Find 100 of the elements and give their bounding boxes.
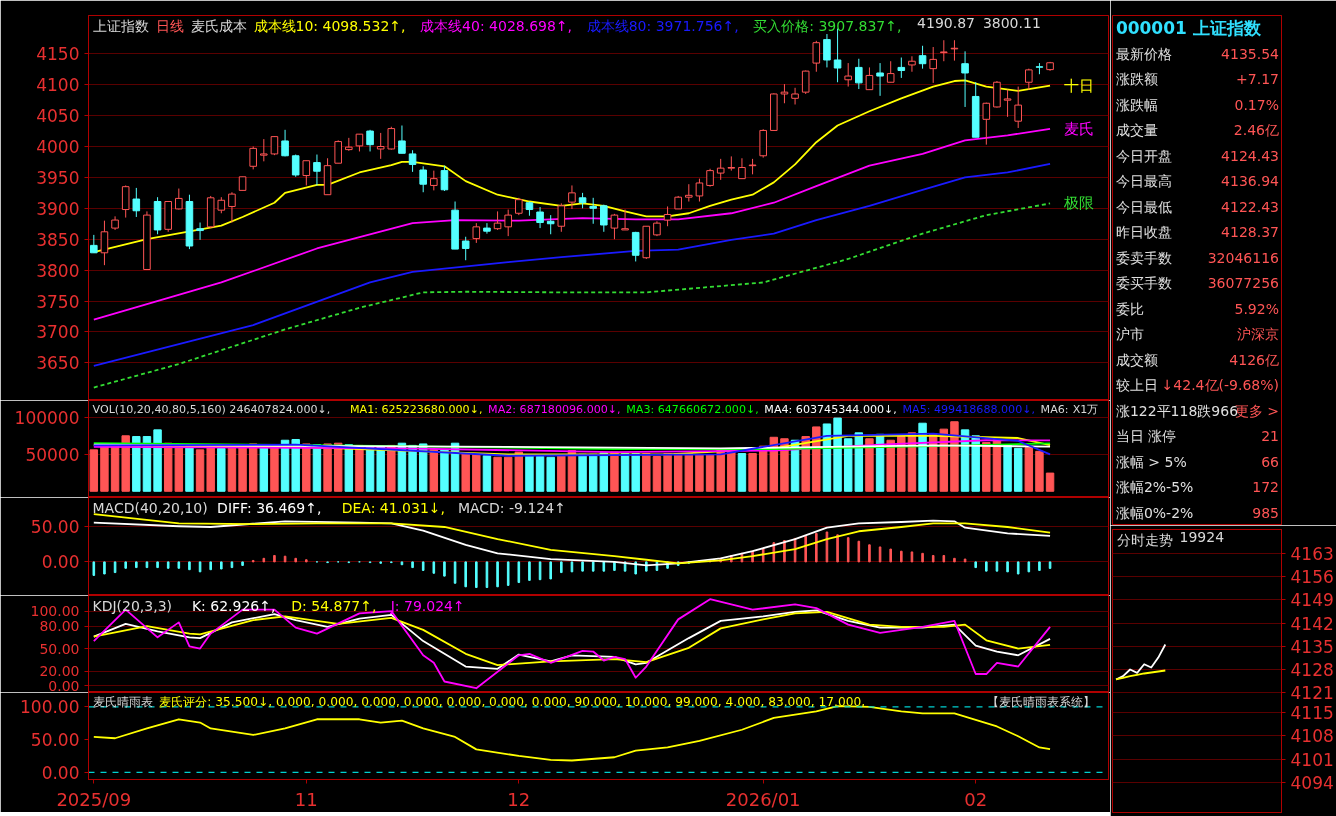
y-tick-label: 3700 — [36, 322, 80, 343]
y-tick-label: 20.00 — [39, 663, 80, 680]
annotation: MA4: 603745344.000↓, — [764, 402, 897, 416]
y-tick-label: 50000 — [25, 444, 80, 465]
y-tick-label: 4100 — [36, 75, 80, 96]
x-tick-label: 11 — [294, 788, 318, 810]
y-tick-label: 3950 — [36, 167, 80, 188]
y-tick-label: 4156 — [1290, 567, 1334, 588]
text: 32046116 — [1207, 249, 1279, 266]
series-label: 极限 — [1063, 194, 1095, 213]
annotation: J: 79.024↑ — [389, 597, 465, 614]
y-tick-label: 3800 — [36, 260, 80, 281]
text: 4124.43 — [1221, 147, 1279, 164]
y-tick-label: 4163 — [1290, 543, 1334, 564]
y-tick-label: 4101 — [1290, 749, 1334, 770]
annotation: D: 54.877↑, — [291, 597, 377, 614]
annotation: MACD: -9.124↑ — [457, 499, 566, 516]
y-tick-label: 3650 — [36, 353, 80, 374]
chart-subtitle: 日线 — [155, 17, 184, 34]
chart-title: 上证指数 — [92, 17, 149, 34]
annotation: 麦氏成本 — [190, 17, 247, 34]
text: 000001 上证指数 — [1115, 18, 1262, 39]
category-label: 委买手数 — [1115, 275, 1172, 292]
x-tick-label: 2026/01 — [725, 788, 801, 810]
annotation: 成本线40: 4028.698↑, — [420, 17, 573, 34]
annotation: MA6: — [1040, 402, 1069, 416]
y-tick-label: 0.00 — [41, 762, 80, 783]
text: 0.17% — [1234, 96, 1279, 113]
category-label: 今日最低 — [1115, 198, 1172, 215]
y-tick-label: 4128 — [1290, 660, 1334, 681]
text: 4126亿 — [1229, 351, 1279, 368]
y-tick-label: 50.00 — [30, 730, 80, 751]
category-label: 最新价格 — [1115, 45, 1172, 62]
y-tick-label: 4121 — [1290, 683, 1334, 704]
category-label: 沪市 — [1115, 326, 1144, 343]
category-label: 今日开盘 — [1115, 147, 1172, 164]
text: 21 — [1261, 428, 1279, 445]
annotation: MA3: 647660672.000↓, — [626, 402, 759, 416]
category-label: 涨幅2%-5% — [1115, 479, 1194, 496]
text: 4135.54 — [1221, 45, 1279, 62]
y-tick-label: 4150 — [36, 44, 80, 65]
category-label: 涨幅 > 5% — [1115, 453, 1187, 470]
text: ↓42.4亿(-9.68%) — [1161, 377, 1279, 394]
annotation: 买入价格: 3907.837↑, — [753, 17, 902, 34]
y-tick-label: 50.00 — [39, 640, 80, 657]
text: +7.17 — [1236, 71, 1279, 88]
text: 985 — [1252, 504, 1279, 521]
annotation: 19924 — [1179, 528, 1225, 545]
y-tick-label: 4050 — [36, 106, 80, 127]
series-label: 十日 — [1064, 76, 1095, 95]
y-tick-label: 3900 — [36, 198, 80, 219]
y-tick-label: 4142 — [1290, 613, 1334, 634]
annotation: 成本线10: 4098.532↑, — [253, 17, 406, 34]
annotation: 麦氏晴雨表 — [92, 694, 153, 709]
chart-title: 分时走势 — [1116, 531, 1173, 548]
annotation: MA2: 687180096.000↓, — [488, 402, 621, 416]
category-label: 涨幅0%-2% — [1115, 504, 1194, 521]
annotation: 【麦氏晴雨表系统】 — [987, 694, 1096, 709]
y-tick-label: 80.00 — [39, 618, 80, 635]
y-tick-label: 100.00 — [30, 603, 80, 620]
y-tick-label: 50.00 — [30, 516, 80, 537]
category-label: 涨跌幅 — [1115, 96, 1158, 113]
y-tick-label: 4115 — [1290, 703, 1334, 724]
text: 4122.43 — [1221, 198, 1279, 215]
annotation: KDJ(20,3,3) — [92, 597, 173, 614]
category-label: 委比 — [1115, 300, 1144, 317]
category-label: 昨日收盘 — [1115, 224, 1172, 241]
annotation: VOL(10,20,40,80,5,160) 246407824.000↓, — [92, 402, 331, 416]
annotation: DIFF: 36.469↑, — [217, 499, 322, 516]
category-label: 当日 涨停 — [1115, 428, 1177, 445]
y-tick-label: 4094 — [1290, 772, 1334, 793]
annotation: 麦氏评分: 35.500↓, 0.000, 0.000, 0.000, 0.000, 0.000, 0.000, 0.000, 90.000, 10.000, 99.000, 4.000, 83.000, 17.000, — [159, 694, 866, 709]
category-label: 涨跌额 — [1115, 71, 1158, 88]
y-tick-label: 3750 — [36, 291, 80, 312]
y-tick-label: 4149 — [1290, 590, 1334, 611]
category-label: 较上日 — [1115, 377, 1158, 394]
y-tick-label: 0.00 — [48, 677, 80, 694]
y-tick-label: 4135 — [1290, 636, 1334, 657]
annotation: 4190.87 — [917, 14, 976, 31]
annotation: MA1: 625223680.000↓, — [349, 402, 483, 416]
y-tick-label: 0.00 — [41, 552, 80, 573]
text: 沪深京 — [1236, 326, 1279, 343]
text: 2.46亿 — [1233, 122, 1279, 139]
series-label: 麦氏 — [1064, 119, 1095, 138]
y-tick-label: 100000 — [14, 407, 80, 428]
text: 36077256 — [1207, 275, 1279, 292]
annotation: MACD(40,20,10) — [92, 499, 208, 516]
category-label: 委卖手数 — [1115, 249, 1172, 266]
text: 5.92% — [1234, 300, 1279, 317]
text: 4128.37 — [1221, 224, 1279, 241]
annotation: DEA: 41.031↓, — [341, 499, 445, 516]
text: X1万 — [1072, 402, 1099, 416]
annotation: K: 62.926↑, — [191, 597, 276, 614]
annotation: MA5: 499418688.000↓, — [902, 402, 1036, 416]
annotation: 成本线80: 3971.756↑, — [586, 17, 739, 34]
text: 4136.94 — [1221, 173, 1279, 190]
category-label: 成交额 — [1115, 351, 1158, 368]
x-tick-label: 2025/09 — [56, 788, 132, 810]
text: 172 — [1252, 479, 1279, 496]
category-label: 成交量 — [1115, 122, 1158, 139]
